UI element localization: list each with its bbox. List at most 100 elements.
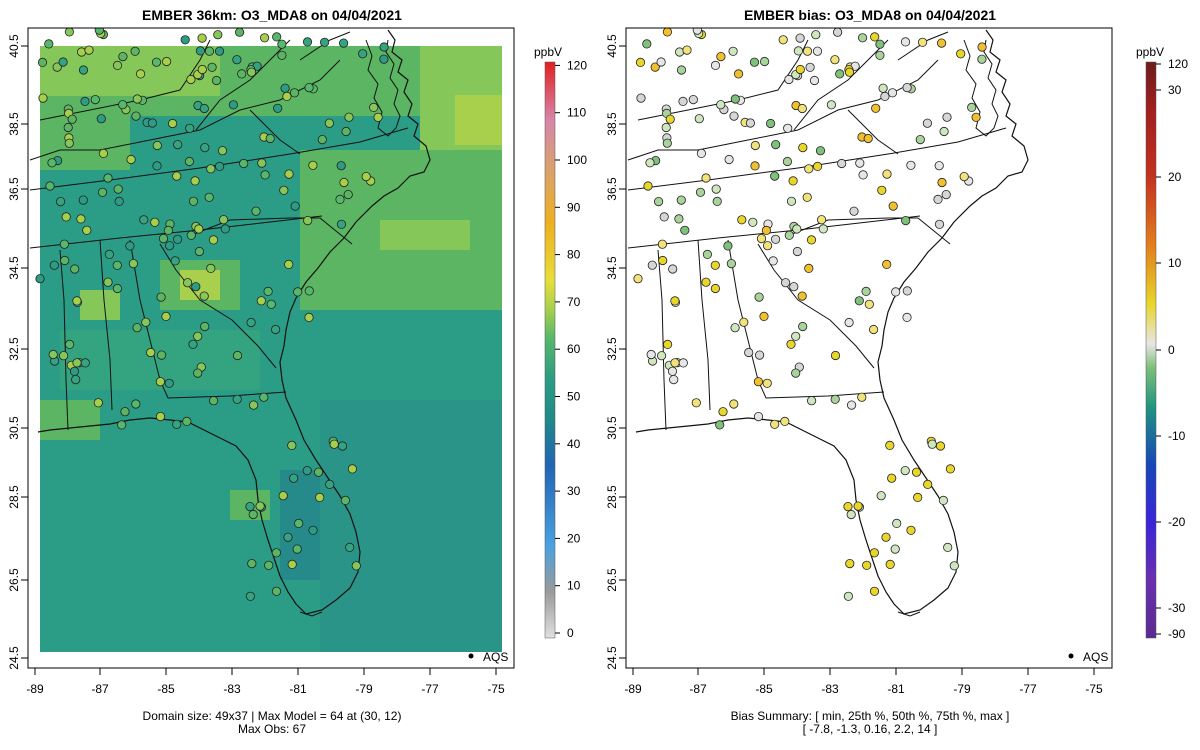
- aqs-station-marker: [78, 195, 88, 205]
- y-tick-label: 24.5: [605, 646, 619, 670]
- colorbar-tick-label: -20: [1168, 515, 1186, 529]
- bias-station-marker: [933, 194, 943, 204]
- aqs-station-marker: [228, 100, 238, 110]
- aqs-station-marker: [324, 118, 334, 128]
- aqs-station-marker: [165, 241, 175, 251]
- bias-station-marker: [844, 67, 855, 77]
- aqs-legend-dot-left: [468, 653, 474, 659]
- bias-station-marker: [845, 558, 855, 569]
- aqs-station-marker: [302, 465, 312, 476]
- bias-station-marker: [674, 214, 684, 224]
- aqs-station-marker: [191, 282, 201, 292]
- aqs-station-marker: [112, 60, 123, 71]
- bias-station-marker: [945, 464, 956, 474]
- aqs-station-marker: [55, 197, 66, 207]
- bias-station-marker: [837, 158, 847, 169]
- bias-station-marker: [759, 56, 770, 67]
- aqs-station-marker: [103, 173, 113, 183]
- aqs-station-marker: [304, 312, 314, 322]
- bias-station-marker: [943, 542, 953, 553]
- bias-station-marker: [892, 518, 902, 529]
- bias-station-marker: [710, 260, 720, 270]
- bias-station-marker: [881, 532, 891, 542]
- bias-station-marker: [949, 561, 959, 571]
- bias-station-marker: [795, 64, 805, 75]
- aqs-station-marker: [126, 154, 136, 165]
- right-footer-line2: [ -7.8, -1.3, 0.16, 2.2, 14 ]: [803, 722, 938, 736]
- bias-station-marker: [858, 170, 868, 180]
- aqs-station-marker: [193, 368, 203, 378]
- bias-station-marker: [939, 126, 949, 137]
- y-tick-label: 40.5: [7, 34, 21, 58]
- bias-station-marker: [843, 591, 854, 601]
- aqs-station-marker: [217, 146, 228, 156]
- aqs-station-marker: [70, 264, 80, 274]
- x-tick-label: -79: [953, 682, 971, 696]
- bias-station-marker: [805, 62, 815, 72]
- aqs-station-marker: [337, 441, 348, 451]
- x-tick-label: -77: [421, 682, 439, 696]
- y-tick-label: 32.5: [7, 337, 21, 361]
- bias-station-marker: [917, 37, 928, 47]
- aqs-station-marker: [35, 274, 45, 284]
- aqs-station-marker: [289, 88, 300, 98]
- bias-station-marker: [771, 140, 781, 150]
- bias-station-marker: [885, 559, 895, 570]
- aqs-station-marker: [94, 28, 104, 35]
- y-tick-label: 34.5: [7, 256, 21, 280]
- aqs-station-marker: [248, 509, 258, 520]
- aqs-station-marker: [84, 45, 94, 55]
- bias-station-marker: [977, 54, 987, 64]
- bias-station-marker: [710, 283, 721, 294]
- bias-station-marker: [830, 55, 840, 65]
- bias-station-marker: [668, 264, 678, 274]
- colorbar-tick-label: 30: [567, 484, 581, 498]
- right-footer-line1: Bias Summary: [ min, 25th %, 50th %, 75t…: [731, 709, 1010, 723]
- bias-station-marker: [696, 148, 707, 158]
- bias-station-marker: [935, 441, 946, 451]
- aqs-station-marker: [347, 464, 357, 474]
- aqs-station-marker: [48, 349, 58, 360]
- aqs-station-marker: [59, 239, 70, 249]
- aqs-station-marker: [139, 215, 149, 225]
- aqs-station-marker: [146, 347, 156, 358]
- bias-station-marker: [678, 96, 688, 107]
- left-map-panel: AQS: [27, 27, 515, 669]
- bias-station-marker: [756, 234, 767, 244]
- bias-station-marker: [863, 133, 873, 144]
- colorbar-tick-label: -90: [1168, 627, 1186, 641]
- aqs-station-marker: [117, 420, 127, 430]
- x-tick-label: -77: [1019, 682, 1037, 696]
- aqs-station-marker: [184, 156, 194, 167]
- aqs-station-marker: [303, 216, 313, 226]
- aqs-station-marker: [118, 100, 128, 110]
- bias-station-marker: [900, 37, 911, 47]
- x-tick-label: -85: [157, 682, 175, 696]
- bias-station-marker: [789, 282, 799, 292]
- bias-station-marker: [830, 350, 841, 361]
- bias-station-marker: [891, 287, 901, 297]
- bias-station-marker: [682, 45, 692, 55]
- bias-station-marker: [791, 368, 801, 378]
- bias-station-marker: [869, 548, 880, 558]
- aqs-station-marker: [38, 93, 48, 103]
- left-panel-title: EMBER 36km: O3_MDA8 on 04/04/2021: [142, 7, 402, 23]
- colorbar-tick-label: 70: [567, 295, 581, 309]
- aqs-station-marker: [249, 400, 259, 410]
- bias-station-marker: [765, 118, 776, 129]
- colorbar-tick-label: 80: [567, 248, 581, 262]
- aqs-station-marker: [104, 249, 115, 259]
- bias-station-marker: [844, 317, 854, 328]
- bias-station-marker: [809, 75, 820, 86]
- colorbar-tick-label: 0: [567, 626, 574, 640]
- bias-station-marker: [692, 28, 702, 35]
- bias-station-marker: [656, 351, 667, 361]
- aqs-station-marker: [200, 321, 210, 332]
- aqs-station-marker: [207, 62, 217, 72]
- bias-station-marker: [862, 560, 872, 570]
- bias-station-marker: [676, 195, 686, 205]
- aqs-station-marker: [351, 561, 361, 571]
- right-map-panel: AQS: [625, 27, 1113, 669]
- bias-station-marker: [702, 249, 713, 259]
